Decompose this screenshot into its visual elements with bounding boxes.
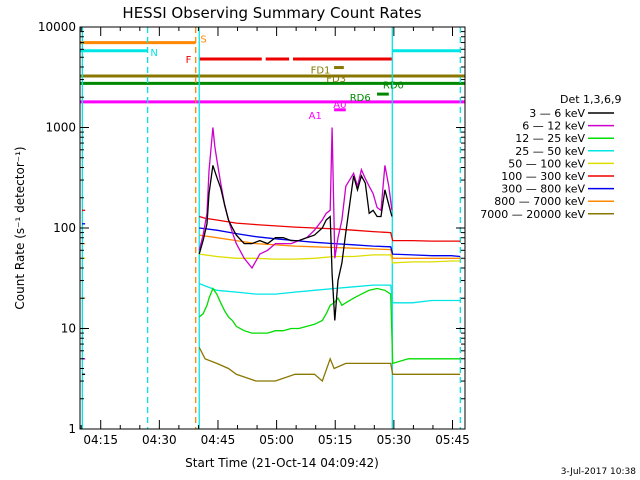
flag-label: RD0	[383, 80, 404, 91]
series-line-3	[82, 287, 461, 365]
x-tick-label: 05:00	[259, 433, 294, 447]
flag-label: RD6	[350, 93, 371, 104]
y-tick-label: 100	[53, 221, 76, 235]
legend-label: 25 — 50 keV	[515, 145, 585, 158]
legend-label: 7000 — 20000 keV	[480, 208, 585, 221]
flag-label: S	[200, 35, 206, 46]
y-axis-label: Count Rate (s⁻¹ detector⁻¹)	[13, 146, 27, 309]
legend-label: 3 — 6 keV	[529, 107, 585, 120]
flag-label: N	[150, 48, 157, 59]
x-tick-label: 04:45	[201, 433, 236, 447]
y-tick-label: 10	[61, 322, 76, 336]
x-tick-label: 05:30	[377, 433, 412, 447]
x-tick-label: 05:45	[435, 433, 470, 447]
series-line-4	[82, 282, 461, 360]
flag-label: FD3	[326, 74, 346, 85]
x-axis-label: Start Time (21-Oct-14 04:09:42)	[185, 456, 379, 470]
plot-frame	[79, 26, 466, 430]
legend-label: 100 — 300 keV	[501, 170, 585, 183]
y-tick-label: 10000	[38, 20, 76, 34]
flag-label: A1	[309, 111, 322, 122]
flag-label: F	[186, 55, 192, 66]
x-tick-label: 04:30	[142, 433, 177, 447]
flag-label: A0	[333, 100, 346, 111]
legend-title: Det 1,3,6,9	[560, 93, 622, 106]
series-line-6	[82, 209, 461, 242]
x-tick-label: 05:15	[318, 433, 353, 447]
series-line-1	[82, 165, 393, 375]
series-line-9	[82, 297, 461, 383]
x-tick-label: 04:15	[83, 433, 118, 447]
chart-title: HESSI Observing Summary Count Rates	[122, 4, 421, 22]
flag-label: FD1	[311, 66, 331, 77]
legend-label: 50 — 100 keV	[508, 157, 585, 170]
legend-label: 300 — 800 keV	[501, 183, 585, 196]
y-tick-label: 1000	[45, 121, 76, 135]
series-line-2	[82, 127, 393, 360]
y-tick-label: 1	[68, 422, 76, 436]
footer-timestamp: 3-Jul-2017 10:38	[561, 467, 637, 477]
legend-label: 800 — 7000 keV	[494, 195, 585, 208]
legend-label: 12 — 25 keV	[515, 132, 585, 145]
legend-label: 6 — 12 keV	[522, 120, 585, 133]
